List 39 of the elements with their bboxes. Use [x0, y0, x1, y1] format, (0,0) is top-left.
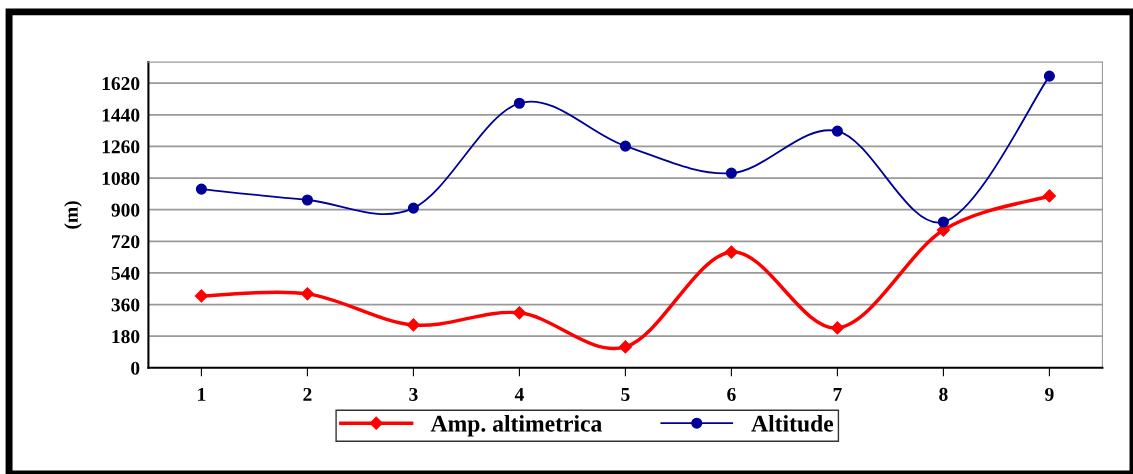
x-tick-label: 9: [1045, 387, 1054, 401]
point: [407, 202, 419, 214]
point: [195, 183, 207, 195]
x-tick-label: 3: [409, 387, 418, 401]
legend-label: Amp. altimetrica: [430, 415, 602, 437]
y-tick-label: 720: [112, 235, 140, 249]
x-tick-label: 8: [939, 387, 948, 401]
legend-label: Altitude: [751, 415, 834, 432]
y-tick-label: 180: [112, 330, 140, 344]
point: [724, 245, 739, 259]
point: [194, 289, 209, 303]
y-tick-label: 540: [111, 266, 140, 280]
y-tick-label: 360: [111, 298, 140, 312]
point: [937, 216, 949, 228]
x-tick-label: 2: [303, 387, 312, 401]
y-tick-label: 1440: [102, 108, 140, 122]
x-tick-label: 1: [198, 387, 206, 401]
point: [619, 140, 631, 152]
point: [513, 97, 525, 109]
point: [406, 318, 421, 332]
point: [512, 306, 527, 320]
y-tick-label: 900: [111, 203, 140, 217]
x-tick-label: 4: [514, 387, 524, 401]
y-tick-label: 0: [131, 361, 140, 375]
y-axis-title: (m): [64, 201, 82, 229]
y-tick-label: 1080: [102, 171, 140, 185]
point: [1043, 70, 1055, 82]
point: [831, 125, 843, 137]
point: [725, 167, 737, 179]
x-tick-label: 6: [727, 387, 736, 401]
y-tick-label: 1620: [102, 76, 140, 91]
point: [300, 287, 315, 301]
x-tick-label: 5: [621, 388, 630, 401]
point: [618, 340, 633, 354]
x-tick-label: 7: [833, 388, 842, 401]
y-tick-label: 1260: [102, 140, 140, 154]
point: [830, 321, 845, 335]
point: [301, 194, 313, 206]
point: [1042, 189, 1056, 203]
